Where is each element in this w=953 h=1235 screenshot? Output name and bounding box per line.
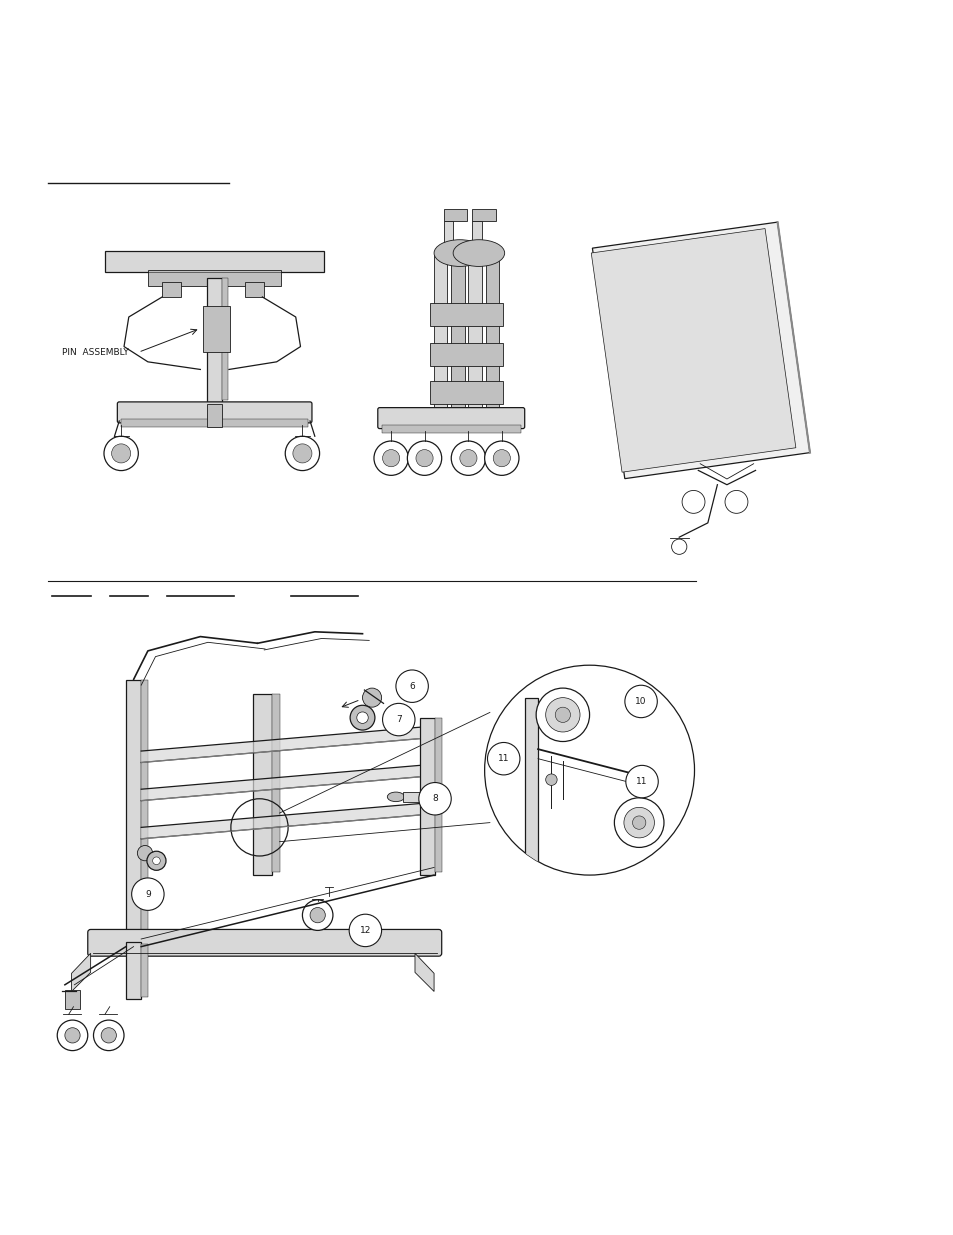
Circle shape [681,490,704,514]
Circle shape [293,443,312,463]
Circle shape [614,798,663,847]
Polygon shape [141,727,419,762]
Polygon shape [415,953,434,992]
Circle shape [724,490,747,514]
Circle shape [484,666,694,876]
Bar [148,270,281,285]
Bar [524,698,537,863]
Bar [430,343,502,366]
Bar [419,718,435,876]
Bar [207,278,222,401]
Circle shape [418,783,451,815]
Circle shape [112,443,131,463]
Bar [162,282,181,296]
Circle shape [104,436,138,471]
Circle shape [147,851,166,871]
Bar [435,718,441,872]
Bar [203,306,230,352]
Circle shape [152,857,160,864]
Circle shape [459,450,476,467]
Bar [430,303,502,326]
Circle shape [349,914,381,947]
Bar [126,942,141,999]
Circle shape [407,441,441,475]
Text: 11: 11 [636,777,647,787]
Polygon shape [141,804,419,839]
Text: 6: 6 [409,682,415,690]
Bar [468,254,481,427]
Bar [121,419,308,427]
Circle shape [57,1020,88,1051]
FancyBboxPatch shape [117,401,312,422]
Circle shape [310,908,325,923]
Bar [451,254,464,427]
Circle shape [536,688,589,741]
Circle shape [545,774,557,785]
FancyBboxPatch shape [377,408,524,429]
Circle shape [382,450,399,467]
Bar [65,989,80,1009]
Circle shape [101,1028,116,1044]
Bar [126,679,141,947]
Circle shape [451,441,485,475]
Bar [443,221,453,257]
Circle shape [374,441,408,475]
Text: 9: 9 [145,889,151,899]
Bar [472,209,496,221]
Bar [207,404,222,427]
Text: 8: 8 [432,794,437,803]
FancyBboxPatch shape [88,930,441,956]
Circle shape [484,441,518,475]
Circle shape [93,1020,124,1051]
Text: PIN  ASSEMBLY: PIN ASSEMBLY [62,348,129,357]
Circle shape [625,766,658,798]
Text: 10: 10 [635,697,646,706]
Bar [222,278,228,400]
Text: 7: 7 [395,715,401,724]
Circle shape [302,900,333,930]
Bar [485,254,498,427]
Circle shape [362,688,381,708]
Circle shape [487,742,519,774]
Polygon shape [141,766,419,800]
Circle shape [624,685,657,718]
Bar [381,425,520,433]
Circle shape [416,450,433,467]
Circle shape [65,1028,80,1044]
Bar [472,221,481,257]
Polygon shape [71,953,91,992]
Ellipse shape [434,240,485,267]
Bar [141,944,148,997]
Circle shape [285,436,319,471]
Bar [245,282,264,296]
Text: 11: 11 [497,755,509,763]
Circle shape [493,450,510,467]
Bar [253,694,272,876]
Ellipse shape [453,240,504,267]
Bar [443,209,467,221]
Circle shape [137,846,152,861]
Polygon shape [591,228,795,472]
Bar [434,254,447,427]
Ellipse shape [387,792,404,802]
Circle shape [356,711,368,724]
Text: 12: 12 [359,926,371,935]
Bar [402,792,421,802]
Circle shape [382,704,415,736]
Circle shape [555,708,570,722]
Circle shape [350,705,375,730]
Circle shape [632,816,645,829]
Circle shape [545,698,579,732]
Bar [141,679,148,942]
Bar [105,251,324,272]
Circle shape [395,669,428,703]
Circle shape [671,540,686,555]
Bar [272,694,279,872]
Circle shape [132,878,164,910]
Polygon shape [592,222,809,479]
Bar [430,380,502,404]
Circle shape [623,808,654,837]
